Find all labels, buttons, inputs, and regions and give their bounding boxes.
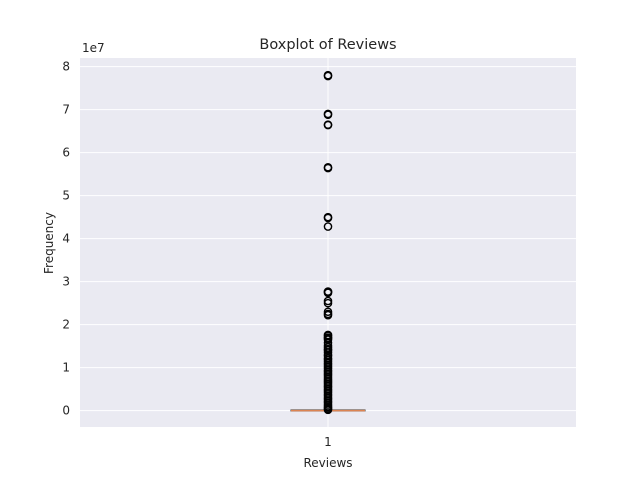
chart-title: Boxplot of Reviews (259, 37, 396, 53)
x-axis-label: Reviews (303, 456, 352, 470)
y-tick-label: 8 (62, 60, 70, 74)
y-offset-label: 1e7 (82, 41, 105, 55)
y-tick-label: 0 (62, 404, 70, 418)
y-tick-labels: 0 1 2 3 4 5 6 7 8 (62, 60, 70, 418)
y-tick-label: 7 (62, 103, 70, 117)
y-tick-label: 6 (62, 146, 70, 160)
y-tick-label: 1 (62, 361, 70, 375)
y-tick-label: 5 (62, 189, 70, 203)
y-axis-label: Frequency (42, 212, 56, 274)
x-tick-label-1: 1 (324, 435, 332, 449)
y-tick-label: 2 (62, 318, 70, 332)
y-tick-label: 3 (62, 275, 70, 289)
y-tick-label: 4 (62, 232, 70, 246)
